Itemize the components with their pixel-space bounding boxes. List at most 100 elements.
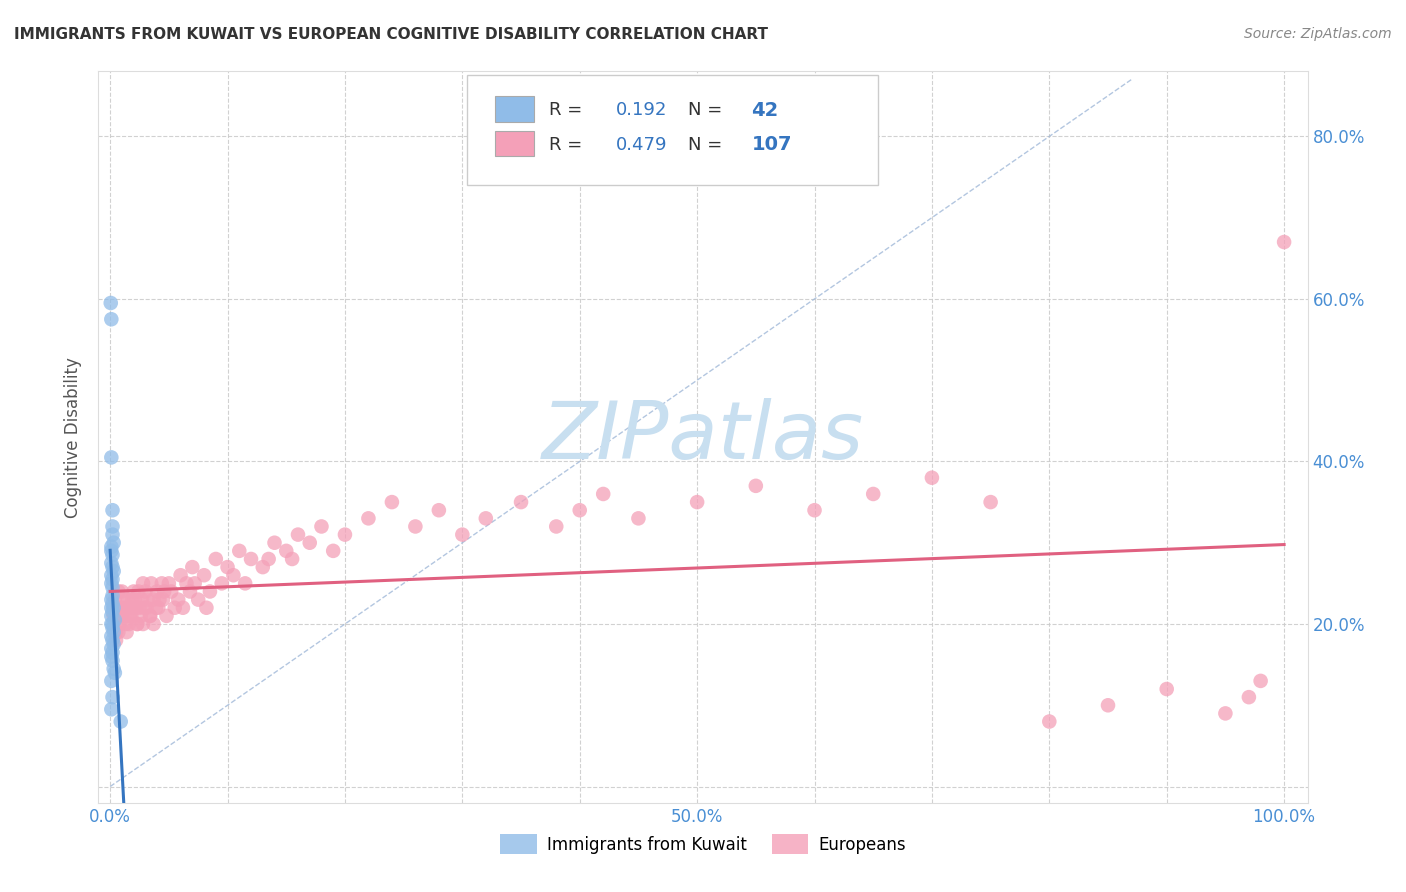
Point (127, 584, 149, 599)
Point (148, 600, 170, 615)
Point (121, 592, 143, 607)
Point (176, 576, 198, 591)
Point (100, 544, 122, 558)
Point (155, 608, 177, 623)
Point (803, 503, 825, 517)
Point (131, 592, 153, 607)
Point (163, 600, 186, 615)
Point (100, 296, 122, 310)
Point (122, 584, 145, 599)
Point (105, 633, 128, 648)
Point (134, 584, 156, 599)
Point (183, 576, 205, 591)
Text: IMMIGRANTS FROM KUWAIT VS EUROPEAN COGNITIVE DISABILITY CORRELATION CHART: IMMIGRANTS FROM KUWAIT VS EUROPEAN COGNI… (14, 27, 768, 42)
Point (862, 487, 884, 501)
Point (101, 581, 124, 595)
Point (142, 617, 165, 632)
Point (240, 552, 263, 566)
Point (101, 605, 124, 619)
Point (167, 592, 190, 607)
Point (100, 600, 122, 615)
Text: N =: N = (689, 101, 728, 120)
Point (107, 584, 129, 599)
Point (101, 503, 124, 517)
Point (145, 600, 167, 615)
Point (179, 584, 201, 599)
Text: R =: R = (550, 136, 589, 153)
Point (115, 608, 138, 623)
Point (101, 560, 124, 574)
Point (1215, 706, 1237, 721)
Point (101, 633, 124, 648)
Point (108, 617, 131, 632)
Point (112, 600, 135, 615)
Point (148, 592, 170, 607)
Point (114, 617, 136, 632)
Point (150, 576, 173, 591)
Point (112, 592, 135, 607)
Point (233, 576, 256, 591)
Point (118, 600, 141, 615)
Point (120, 608, 142, 623)
Point (139, 608, 162, 623)
Point (132, 576, 155, 591)
Point (686, 495, 709, 509)
Point (103, 564, 125, 578)
Text: N =: N = (689, 136, 728, 153)
Text: 107: 107 (751, 135, 792, 154)
Point (134, 600, 156, 615)
Point (132, 617, 155, 632)
Y-axis label: Cognitive Disability: Cognitive Disability (65, 357, 83, 517)
Text: 42: 42 (751, 101, 779, 120)
Point (228, 544, 250, 558)
Point (142, 592, 165, 607)
Point (105, 625, 128, 640)
Point (281, 552, 304, 566)
Point (152, 592, 174, 607)
Point (100, 617, 122, 632)
Point (217, 560, 239, 574)
Text: 0.192: 0.192 (616, 101, 668, 120)
Point (263, 535, 285, 549)
Point (181, 560, 204, 574)
Text: ZIPatlas: ZIPatlas (541, 398, 865, 476)
Point (118, 617, 141, 632)
Point (100, 312, 122, 326)
Point (100, 673, 122, 688)
Point (139, 608, 162, 623)
Point (100, 649, 122, 664)
Point (105, 600, 128, 615)
Text: Source: ZipAtlas.com: Source: ZipAtlas.com (1244, 27, 1392, 41)
Point (198, 584, 221, 599)
Point (101, 645, 124, 659)
Point (257, 552, 280, 566)
Point (128, 600, 150, 615)
Point (211, 576, 233, 591)
Legend: Immigrants from Kuwait, Europeans: Immigrants from Kuwait, Europeans (494, 828, 912, 860)
Point (101, 548, 124, 562)
Text: 0.479: 0.479 (616, 136, 668, 153)
Point (129, 608, 152, 623)
Point (287, 527, 309, 541)
Point (101, 527, 124, 541)
Point (252, 560, 274, 574)
Point (222, 568, 245, 582)
Point (110, 600, 132, 615)
Point (404, 519, 426, 533)
Point (100, 576, 122, 591)
Point (592, 487, 614, 501)
Point (195, 600, 218, 615)
Point (153, 584, 176, 599)
Point (1250, 673, 1272, 688)
Point (120, 600, 142, 615)
Point (104, 613, 127, 627)
Point (101, 621, 124, 635)
Point (100, 608, 122, 623)
Point (100, 702, 122, 716)
Point (169, 568, 191, 582)
Point (136, 592, 159, 607)
Point (333, 527, 356, 541)
Point (745, 479, 768, 493)
Point (101, 572, 124, 586)
Point (381, 495, 404, 509)
